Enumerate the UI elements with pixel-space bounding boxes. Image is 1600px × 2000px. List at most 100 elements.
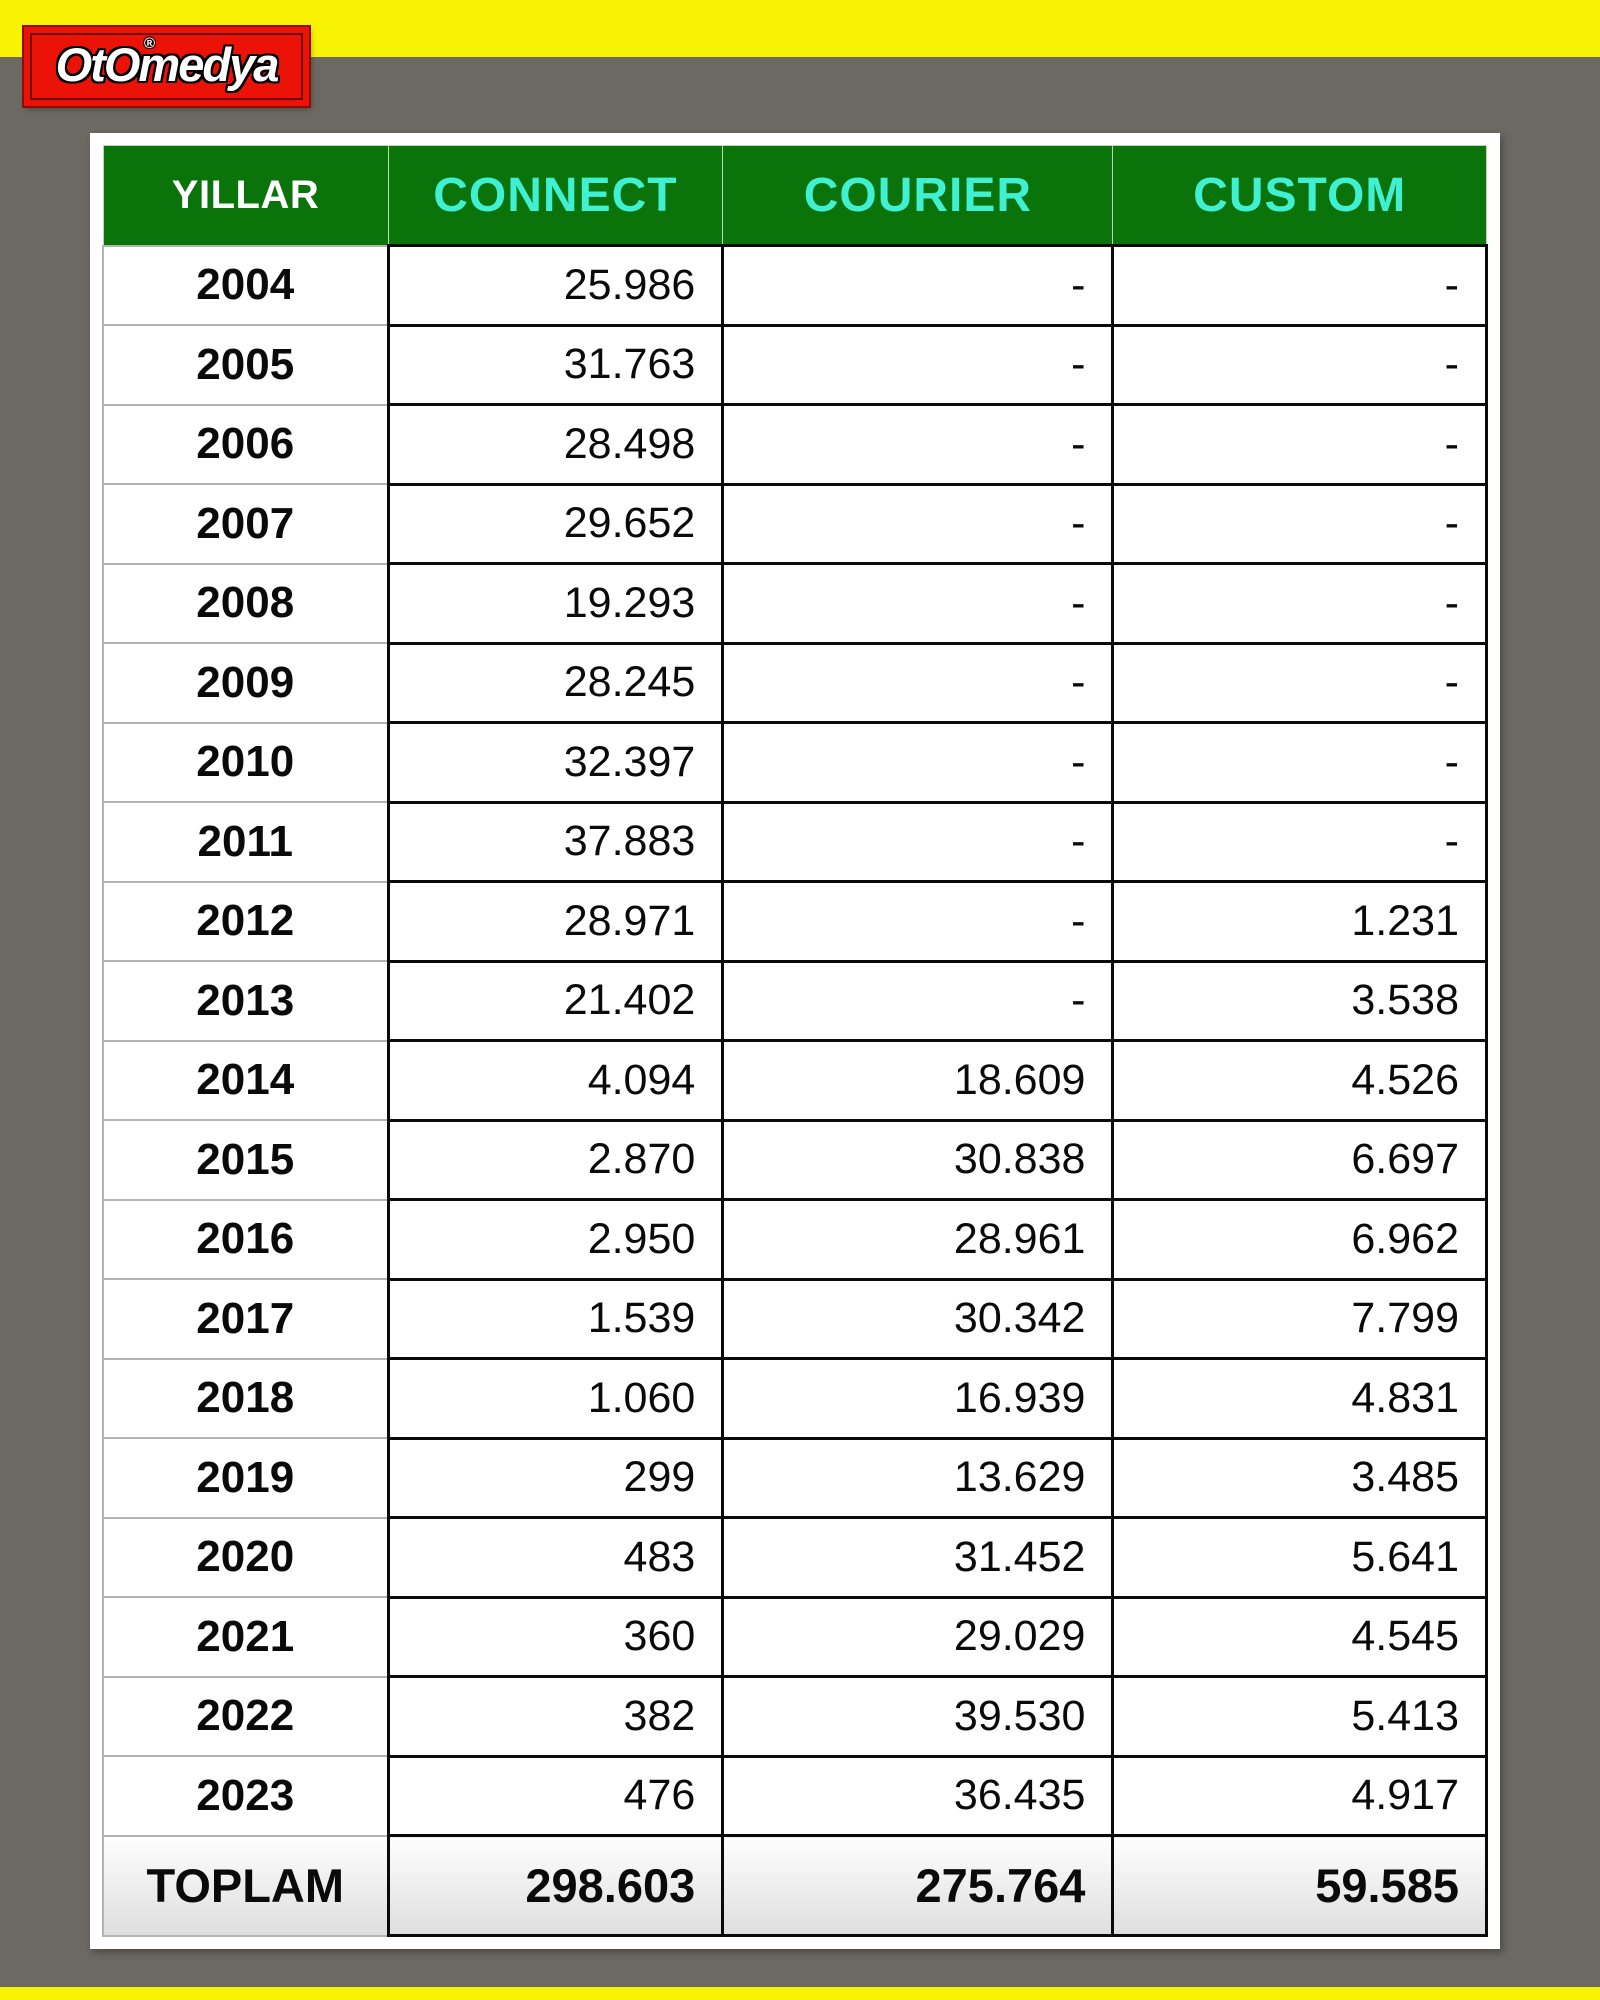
table-row: 2020 483 31.452 5.641 xyxy=(102,1516,1488,1599)
courier-cell: 36.435 xyxy=(721,1754,1115,1837)
custom-cell: 1.231 xyxy=(1111,880,1488,963)
connect-cell: 29.652 xyxy=(386,482,725,565)
year-cell: 2019 xyxy=(102,1437,390,1519)
year-cell: 2023 xyxy=(102,1755,390,1837)
table-row: 2005 31.763- - xyxy=(102,323,1488,406)
table-row: 2018 1.060 16.939 4.831 xyxy=(102,1357,1488,1440)
otomedya-logo: OtOmedya ® xyxy=(24,27,309,106)
table-row: 2004 25.986- - xyxy=(102,244,1488,327)
connect-cell: 483 xyxy=(386,1516,725,1599)
custom-cell: 6.697 xyxy=(1111,1118,1488,1201)
connect-cell: 21.402 xyxy=(386,959,725,1042)
custom-cell: 5.641 xyxy=(1111,1516,1488,1599)
total-row: TOPLAM 298.603 275.764 59.585 xyxy=(102,1834,1488,1937)
total-courier: 275.764 xyxy=(721,1834,1115,1937)
connect-cell: 32.397 xyxy=(386,721,725,804)
header-row: YILLAR CONNECT COURIER CUSTOM xyxy=(102,145,1487,247)
connect-cell: 382 xyxy=(386,1675,725,1758)
courier-cell: - xyxy=(721,482,1115,565)
year-cell: 2004 xyxy=(102,244,390,326)
courier-cell: - xyxy=(721,721,1115,804)
courier-cell: - xyxy=(721,403,1115,486)
custom-cell: 4.545 xyxy=(1111,1595,1488,1678)
courier-cell: - xyxy=(721,641,1115,724)
connect-cell: 28.245 xyxy=(386,641,725,724)
year-cell: 2020 xyxy=(102,1516,390,1598)
total-custom: 59.585 xyxy=(1111,1834,1488,1937)
year-cell: 2013 xyxy=(102,960,390,1042)
table-row: 2007 29.652- - xyxy=(102,482,1488,565)
header-yillar: YILLAR xyxy=(102,145,389,247)
courier-cell: 39.530 xyxy=(721,1675,1115,1758)
year-cell: 2018 xyxy=(102,1357,390,1439)
custom-cell: - xyxy=(1111,721,1488,804)
custom-cell: 4.831 xyxy=(1111,1357,1488,1440)
custom-cell: 7.799 xyxy=(1111,1277,1488,1360)
connect-cell: 2.950 xyxy=(386,1198,725,1281)
year-cell: 2008 xyxy=(102,562,390,644)
courier-cell: 30.838 xyxy=(721,1118,1115,1201)
table-row: 2014 4.094 18.609 4.526 xyxy=(102,1039,1488,1122)
courier-cell: - xyxy=(721,959,1115,1042)
table-row: 2012 28.971-1.231 xyxy=(102,880,1488,963)
bottom-yellow-bar xyxy=(0,1987,1600,2000)
table-row: 2021 360 29.029 4.545 xyxy=(102,1595,1488,1678)
year-cell: 2022 xyxy=(102,1675,390,1757)
table-row: 2009 28.245- - xyxy=(102,641,1488,724)
year-cell: 2014 xyxy=(102,1039,390,1121)
year-cell: 2009 xyxy=(102,642,390,724)
custom-cell: - xyxy=(1111,800,1488,883)
total-label: TOPLAM xyxy=(102,1834,390,1937)
table-body: 2004 25.986- -2005 31.763- -2006 28.498- -2007… xyxy=(102,244,1488,1837)
year-cell: 2017 xyxy=(102,1278,390,1360)
courier-cell: - xyxy=(721,562,1115,645)
custom-cell: 5.413 xyxy=(1111,1675,1488,1758)
table-card: YILLAR CONNECT COURIER CUSTOM 2004 25.986… xyxy=(90,133,1500,1949)
custom-cell: 6.962 xyxy=(1111,1198,1488,1281)
connect-cell: 28.498 xyxy=(386,403,725,486)
table-row: 2017 1.539 30.342 7.799 xyxy=(102,1277,1488,1360)
logo-text: OtOmedya xyxy=(55,38,280,91)
year-cell: 2012 xyxy=(102,880,390,962)
custom-cell: - xyxy=(1111,641,1488,724)
connect-cell: 37.883 xyxy=(386,800,725,883)
header-courier: COURIER xyxy=(722,145,1114,247)
table-row: 2006 28.498- - xyxy=(102,403,1488,486)
courier-cell: 18.609 xyxy=(721,1039,1115,1122)
custom-cell: 3.538 xyxy=(1111,959,1488,1042)
logo-registered-mark-icon: ® xyxy=(144,35,156,52)
custom-cell: 4.526 xyxy=(1111,1039,1488,1122)
table-row: 2016 2.950 28.961 6.962 xyxy=(102,1198,1488,1281)
table-row: 2011 37.883- - xyxy=(102,800,1488,883)
table-row: 2008 19.293- - xyxy=(102,562,1488,645)
connect-cell: 1.060 xyxy=(386,1357,725,1440)
custom-cell: - xyxy=(1111,482,1488,565)
connect-cell: 299 xyxy=(386,1436,725,1519)
connect-cell: 31.763 xyxy=(386,323,725,406)
courier-cell: 13.629 xyxy=(721,1436,1115,1519)
header-connect: CONNECT xyxy=(387,145,724,247)
table-row: 2023 476 36.435 4.917 xyxy=(102,1754,1488,1837)
courier-cell: - xyxy=(721,800,1115,883)
table-row: 2015 2.870 30.838 6.697 xyxy=(102,1118,1488,1201)
custom-cell: - xyxy=(1111,562,1488,645)
custom-cell: - xyxy=(1111,323,1488,406)
yearly-stats-table: YILLAR CONNECT COURIER CUSTOM 2004 25.986… xyxy=(102,145,1488,1937)
total-connect: 298.603 xyxy=(386,1834,725,1937)
courier-cell: - xyxy=(721,323,1115,406)
connect-cell: 1.539 xyxy=(386,1277,725,1360)
year-cell: 2006 xyxy=(102,403,390,485)
courier-cell: - xyxy=(721,244,1115,327)
courier-cell: 16.939 xyxy=(721,1357,1115,1440)
table-row: 2013 21.402-3.538 xyxy=(102,959,1488,1042)
connect-cell: 360 xyxy=(386,1595,725,1678)
courier-cell: 29.029 xyxy=(721,1595,1115,1678)
year-cell: 2021 xyxy=(102,1596,390,1678)
courier-cell: 30.342 xyxy=(721,1277,1115,1360)
connect-cell: 28.971 xyxy=(386,880,725,963)
table-row: 2010 32.397- - xyxy=(102,721,1488,804)
custom-cell: 3.485 xyxy=(1111,1436,1488,1519)
connect-cell: 2.870 xyxy=(386,1118,725,1201)
year-cell: 2010 xyxy=(102,721,390,803)
custom-cell: - xyxy=(1111,403,1488,486)
